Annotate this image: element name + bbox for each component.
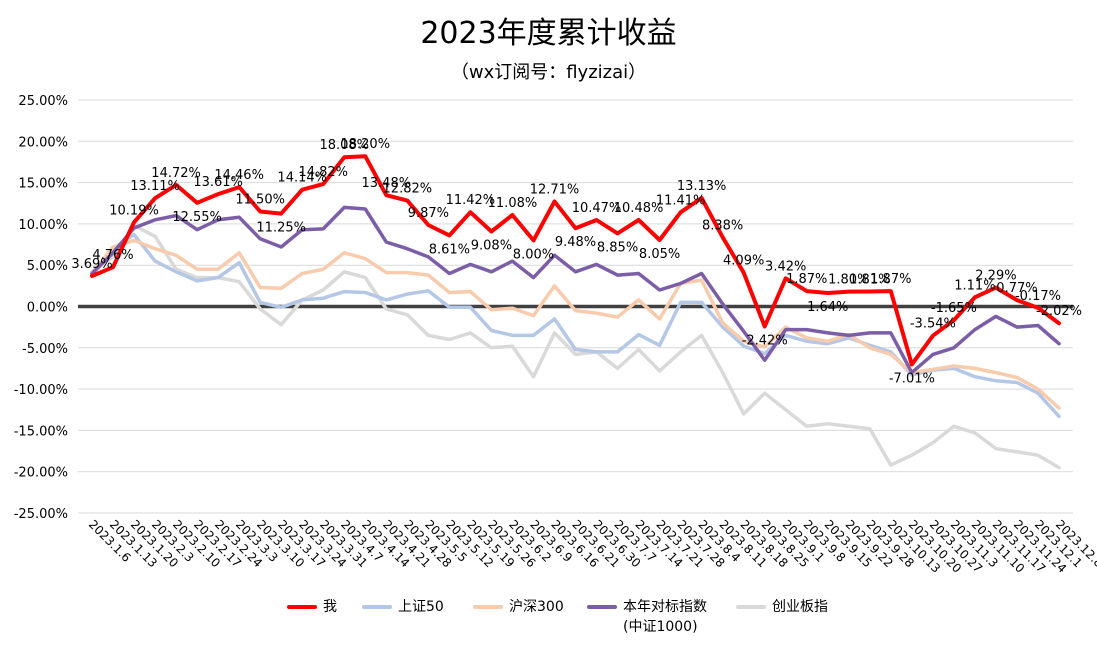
legend-label-zz1000-line2: (中证1000)	[623, 619, 698, 635]
data-label: 14.46%	[214, 168, 264, 183]
legend-label-sz50: 上证50	[398, 599, 444, 615]
data-label: 4.09%	[723, 254, 764, 269]
series-lines	[90, 154, 1061, 470]
data-labels: 3.69%4.76% 10.19% 13.11%14.72% 12.55% 13.61%…	[71, 137, 1082, 386]
data-label: 12.71%	[530, 183, 580, 198]
data-label: 9.08%	[471, 238, 512, 253]
legend-label-cyb: 创业板指	[772, 599, 828, 615]
x-axis-ticks: 2023.1.62023.1.132023.1.202023.2.32023.2…	[86, 517, 1097, 575]
data-label: 1.87%	[870, 272, 911, 287]
data-label: 8.05%	[639, 247, 680, 262]
y-tick-label: 20.00%	[18, 135, 68, 150]
data-label: 1.11%	[954, 278, 995, 293]
data-label: -0.17%	[1015, 289, 1061, 304]
data-label: 11.41%	[656, 193, 706, 208]
data-label: 12.55%	[172, 210, 222, 225]
data-label: -2.42%	[742, 333, 788, 348]
data-label: 18.08%	[319, 138, 369, 153]
data-label: 14.72%	[151, 166, 201, 181]
gridlines	[78, 99, 1073, 514]
data-label: 8.38%	[702, 218, 743, 233]
series-line-me	[90, 154, 1061, 367]
data-label: 2.29%	[975, 269, 1016, 284]
data-label: 10.47%	[572, 201, 622, 216]
data-label: 11.25%	[256, 221, 306, 236]
data-label: 10.48%	[614, 201, 664, 216]
legend-swatch-hs300	[473, 605, 503, 609]
data-label: 1.87%	[786, 272, 827, 287]
data-label: 3.42%	[765, 259, 806, 274]
data-label: 1.80%	[828, 273, 869, 288]
line-chart: 25.00% 20.00% 15.00% 10.00% 5.00% 0.00% -5.00%…	[14, 94, 1097, 576]
series-line-hs300	[90, 238, 1061, 410]
data-label: -7.01%	[889, 371, 935, 386]
data-label: 13.13%	[677, 179, 727, 194]
series-line-cyb	[90, 223, 1061, 470]
legend-label-me: 我	[323, 599, 337, 615]
data-label: -2.02%	[1036, 304, 1082, 319]
chart-title: 2023年度累计收益	[420, 16, 677, 51]
legend-item-sz50: 上证50	[362, 597, 444, 617]
legend-swatch-cyb	[736, 605, 766, 609]
legend-swatch-me	[287, 605, 317, 609]
legend-label-hs300: 沪深300	[509, 599, 564, 615]
data-label: 13.48%	[362, 176, 412, 191]
data-label: 11.08%	[488, 196, 538, 211]
data-label: 12.82%	[383, 182, 433, 197]
legend-label-zz1000: 本年对标指数 (中证1000)	[623, 597, 707, 637]
data-label: 8.00%	[513, 247, 554, 262]
data-label: 11.42%	[446, 193, 496, 208]
data-label: 8.61%	[429, 242, 470, 257]
legend-item-cyb: 创业板指	[736, 597, 828, 617]
legend: 我 上证50 沪深300 本年对标指数 (中证1000) 创业板指	[287, 597, 907, 645]
data-label: 9.48%	[555, 235, 596, 250]
data-label: -3.54%	[910, 317, 956, 332]
legend-label-zz1000-line1: 本年对标指数	[623, 599, 707, 615]
legend-swatch-sz50	[362, 605, 392, 609]
legend-item-zz1000: 本年对标指数 (中证1000)	[587, 597, 707, 637]
data-label: 0.77%	[996, 281, 1037, 296]
data-label: 4.76%	[92, 248, 133, 263]
data-label: 1.64%	[807, 300, 848, 315]
data-label: 9.87%	[408, 206, 449, 221]
legend-item-me: 我	[287, 597, 337, 617]
data-label: 18.20%	[340, 137, 390, 152]
y-tick-label: 15.00%	[18, 177, 68, 192]
data-label: 8.85%	[597, 240, 638, 255]
legend-item-hs300: 沪深300	[473, 597, 564, 617]
y-tick-label: 25.00%	[18, 94, 68, 109]
data-label: 10.19%	[109, 203, 159, 218]
data-label: 13.61%	[193, 175, 243, 190]
data-label: 13.11%	[130, 179, 180, 194]
data-label: 3.69%	[71, 257, 112, 272]
legend-swatch-zz1000	[587, 605, 617, 609]
data-label: 1.81%	[849, 273, 890, 288]
y-axis-ticks: 25.00% 20.00% 15.00% 10.00% 5.00% 0.00% -5.00%…	[14, 94, 68, 522]
series-line-zz1000	[90, 205, 1061, 375]
data-label: 14.82%	[298, 165, 348, 180]
y-tick-label: -20.00%	[14, 466, 68, 481]
chart-subtitle: （wx订阅号：flyzizai）	[450, 62, 647, 83]
y-tick-label: -10.00%	[14, 383, 68, 398]
data-label: 11.50%	[235, 193, 285, 208]
y-tick-label: 5.00%	[27, 259, 68, 274]
y-tick-label: -15.00%	[14, 424, 68, 439]
y-tick-label: 0.00%	[27, 301, 68, 316]
y-tick-label: -25.00%	[14, 507, 68, 522]
y-tick-label: -5.00%	[22, 342, 68, 357]
data-label: 14.14%	[277, 171, 327, 186]
y-tick-label: 10.00%	[18, 218, 68, 233]
data-label: -1.65%	[931, 301, 977, 316]
